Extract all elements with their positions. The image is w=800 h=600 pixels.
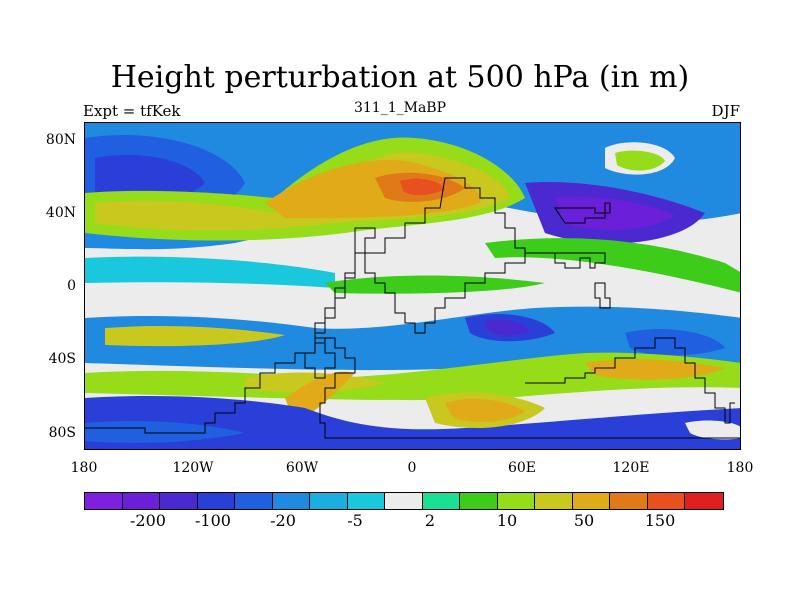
- y-tick-label: 0: [67, 278, 76, 294]
- x-tick-label: 120E: [612, 460, 650, 476]
- colorbar-swatch: [347, 493, 385, 509]
- map-panel: [84, 122, 741, 450]
- colorbar-label: -5: [347, 511, 363, 530]
- colorbar-swatch: [422, 493, 460, 509]
- colorbar-swatch: [497, 493, 535, 509]
- colorbar-swatch: [610, 493, 648, 509]
- colorbar-swatch: [197, 493, 235, 509]
- y-tick-label: 40S: [48, 351, 76, 367]
- colorbar-swatch: [535, 493, 573, 509]
- colorbar: [84, 492, 724, 510]
- colorbar-swatch: [272, 493, 310, 509]
- map-field: [85, 123, 740, 449]
- colorbar-label: -200: [130, 511, 166, 530]
- colorbar-swatch: [85, 493, 123, 509]
- colorbar-label: 2: [424, 511, 436, 530]
- colorbar-swatch: [235, 493, 273, 509]
- colorbar-label: -20: [270, 511, 296, 530]
- y-tick-label: 80N: [45, 132, 76, 148]
- x-tick-label: 120W: [172, 460, 214, 476]
- x-tick-label: 0: [407, 460, 417, 476]
- y-tick-label: 40N: [45, 205, 76, 221]
- season-label: DJF: [711, 102, 740, 120]
- colorbar-label: 50: [573, 511, 595, 530]
- x-tick-label: 180: [70, 460, 98, 476]
- colorbar-swatch: [160, 493, 198, 509]
- x-tick-label: 180: [726, 460, 754, 476]
- colorbar-swatch: [647, 493, 685, 509]
- y-tick-label: 80S: [48, 425, 76, 441]
- colorbar-swatch: [310, 493, 348, 509]
- colorbar-swatch: [572, 493, 610, 509]
- plot-title: Height perturbation at 500 hPa (in m): [110, 60, 690, 95]
- colorbar-swatch: [460, 493, 498, 509]
- colorbar-label: 150: [644, 511, 676, 530]
- run-id-label: 311_1_MaBP: [353, 100, 447, 116]
- colorbar-swatch: [385, 493, 423, 509]
- x-tick-label: 60W: [285, 460, 319, 476]
- colorbar-label: -100: [195, 511, 231, 530]
- colorbar-swatch: [685, 493, 723, 509]
- colorbar-swatch: [122, 493, 160, 509]
- experiment-label: Expt = tfKek: [83, 102, 181, 120]
- colorbar-label: 10: [496, 511, 518, 530]
- x-tick-label: 60E: [507, 460, 537, 476]
